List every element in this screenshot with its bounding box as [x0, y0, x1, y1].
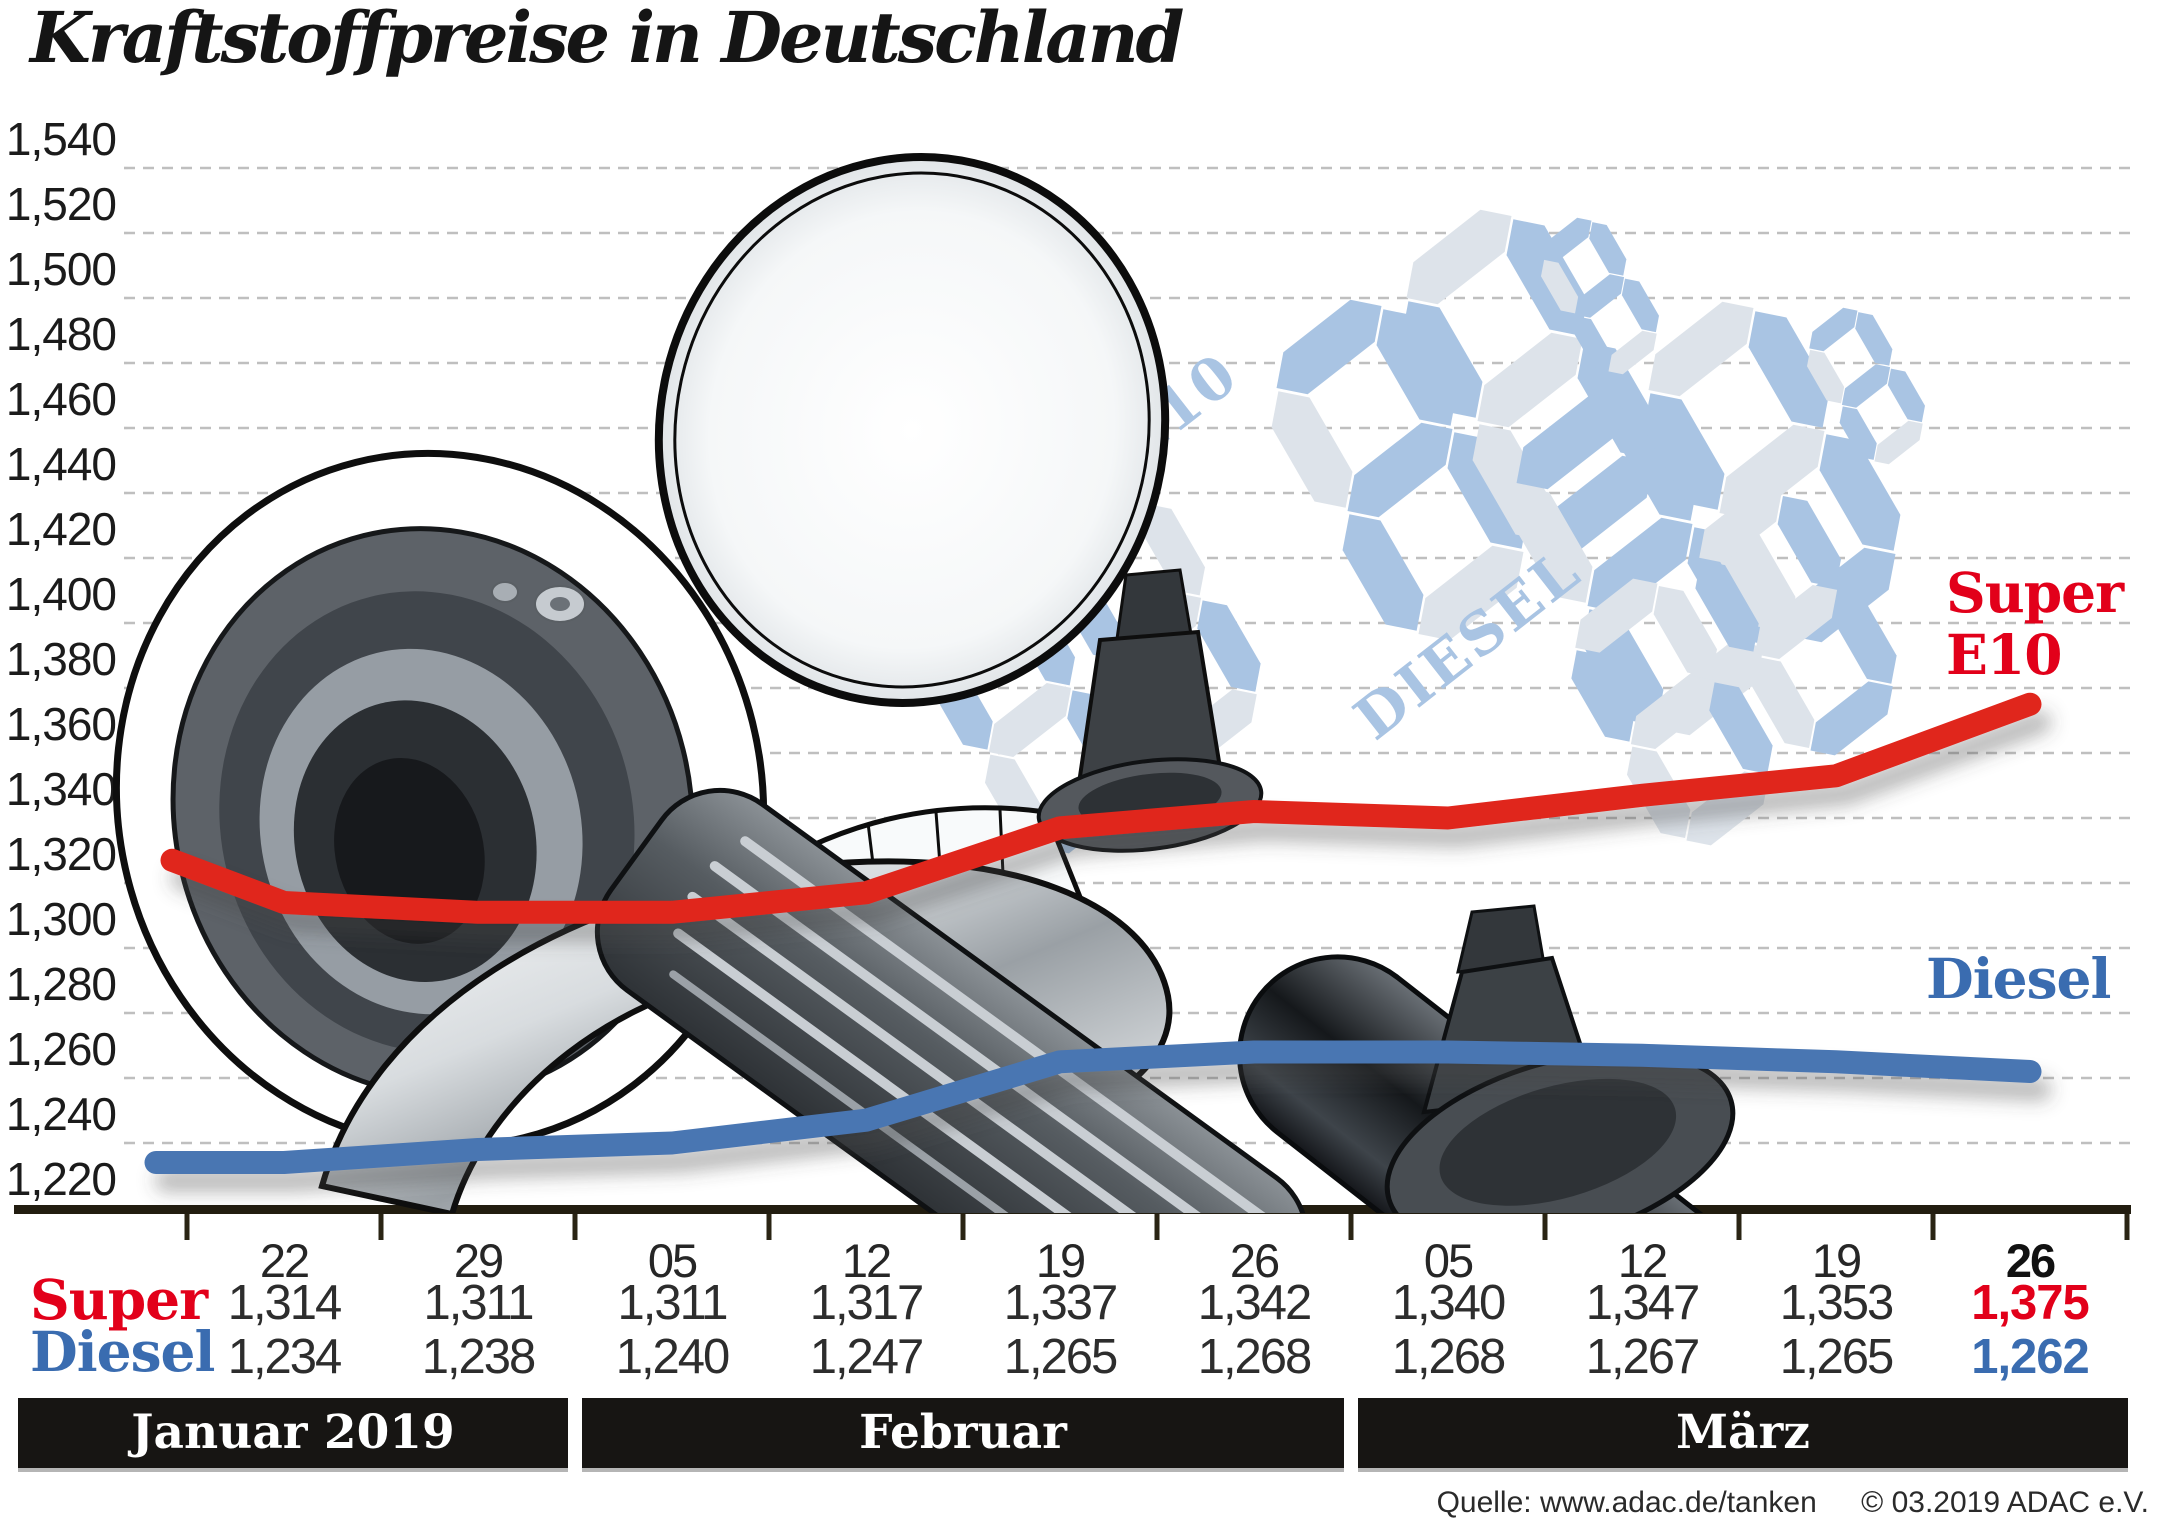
y-axis-label: 1,380 [6, 633, 116, 685]
data-line-super-e10 [160, 692, 2042, 924]
table-cell-diesel: 1,262 [1971, 1330, 2090, 1384]
data-line-diesel [144, 1040, 2042, 1174]
y-axis-label: 1,340 [6, 763, 116, 815]
source-url: Quelle: www.adac.de/tanken [1436, 1486, 1817, 1519]
table-cell-super: 1,311 [423, 1276, 535, 1330]
seven-segment-digit [1695, 488, 1897, 756]
x-tick-label: 29 [453, 1234, 504, 1287]
table-cell-diesel: 1,265 [1003, 1330, 1119, 1384]
month-bar-2: Februar [582, 1398, 1344, 1468]
x-tick-label: 12 [841, 1234, 892, 1287]
table-cell-super: 1,347 [1585, 1276, 1701, 1330]
mirror-disc [654, 153, 1170, 707]
x-axis-tick [572, 1214, 578, 1240]
table-cell-super: 1,311 [617, 1276, 729, 1330]
table-row-label-super: Super [30, 1267, 208, 1332]
line-label-super-line2: E10 [1946, 622, 2062, 687]
table-cell-super: 1,337 [1003, 1276, 1119, 1330]
line-label-diesel-text: Diesel [1926, 946, 2111, 1011]
y-axis-label: 1,260 [6, 1023, 116, 1075]
month-bar-1: Januar 2019 [18, 1398, 568, 1468]
table-cell-diesel: 1,234 [227, 1330, 343, 1384]
source-copyright: © 03.2019 ADAC e.V. [1861, 1486, 2149, 1519]
seven-segment-digit [1540, 217, 1660, 375]
table-cell-super: 1,375 [1971, 1276, 2090, 1330]
y-axis-label: 1,220 [6, 1153, 116, 1205]
x-axis-tick [960, 1214, 966, 1240]
seven-segment-digit [1806, 307, 1926, 465]
table-cell-diesel: 1,240 [615, 1330, 731, 1384]
y-axis-label: 1,280 [6, 958, 116, 1010]
x-axis-tick [1736, 1214, 1742, 1240]
x-tick-label: 26 [2005, 1234, 2056, 1287]
table-cell-super: 1,314 [227, 1276, 343, 1330]
x-axis-tick [766, 1214, 772, 1240]
x-axis-tick [2124, 1214, 2130, 1240]
y-axis-label: 1,520 [6, 178, 116, 230]
y-axis-label: 1,240 [6, 1088, 116, 1140]
x-axis-tick [184, 1214, 190, 1240]
table-cell-diesel: 1,238 [421, 1330, 537, 1384]
table-cell-diesel: 1,265 [1779, 1330, 1895, 1384]
x-tick-label: 05 [1423, 1234, 1474, 1287]
table-cell-diesel: 1,247 [809, 1330, 925, 1384]
table-cell-super: 1,342 [1197, 1276, 1313, 1330]
table-cell-diesel: 1,267 [1585, 1330, 1701, 1384]
y-axis-label: 1,440 [6, 438, 116, 490]
month-bar-3: März [1358, 1398, 2128, 1468]
y-axis-label: 1,320 [6, 828, 116, 880]
page-title: Kraftstoffpreise in Deutschland [30, 0, 1184, 79]
table-cell-super: 1,353 [1779, 1276, 1895, 1330]
seven-segment-digit [1271, 299, 1529, 641]
x-axis-tick [378, 1214, 384, 1240]
y-axis-label: 1,480 [6, 308, 116, 360]
y-axis-label: 1,500 [6, 243, 116, 295]
source-credit: Quelle: www.adac.de/tanken © 03.2019 ADA… [1437, 1486, 2149, 1520]
cap-torus [1384, 1049, 1736, 1213]
table-row-label-diesel: Diesel [30, 1319, 215, 1384]
x-axis-tick [1348, 1214, 1354, 1240]
x-tick-label: 12 [1617, 1234, 1668, 1287]
x-tick-label: 19 [1035, 1234, 1086, 1287]
y-axis-label: 1,360 [6, 698, 116, 750]
table-cell-diesel: 1,268 [1391, 1330, 1507, 1384]
y-axis-label: 1,460 [6, 373, 116, 425]
x-tick-label: 05 [647, 1234, 698, 1287]
x-tick-label: 22 [259, 1234, 310, 1287]
y-axis-label: 1,420 [6, 503, 116, 555]
table-cell-super: 1,340 [1391, 1276, 1507, 1330]
table-cell-diesel: 1,268 [1197, 1330, 1313, 1384]
x-tick-label: 19 [1811, 1234, 1862, 1287]
y-axis-label: 1,300 [6, 893, 116, 945]
screw-dot-center [550, 597, 570, 611]
line-label-super-e10: Super E10 [1946, 560, 2124, 687]
table-cell-super: 1,317 [809, 1276, 925, 1330]
y-axis-label: 1,540 [6, 113, 116, 165]
x-tick-label: 26 [1229, 1234, 1280, 1287]
x-axis-tick [1154, 1214, 1160, 1240]
y-axis-label: 1,400 [6, 568, 116, 620]
screw-dot-small [491, 581, 519, 603]
x-axis-tick [1542, 1214, 1548, 1240]
x-axis-tick [1930, 1214, 1936, 1240]
line-label-diesel: Diesel [1926, 946, 2111, 1011]
line-label-super-line1: Super [1946, 560, 2124, 625]
